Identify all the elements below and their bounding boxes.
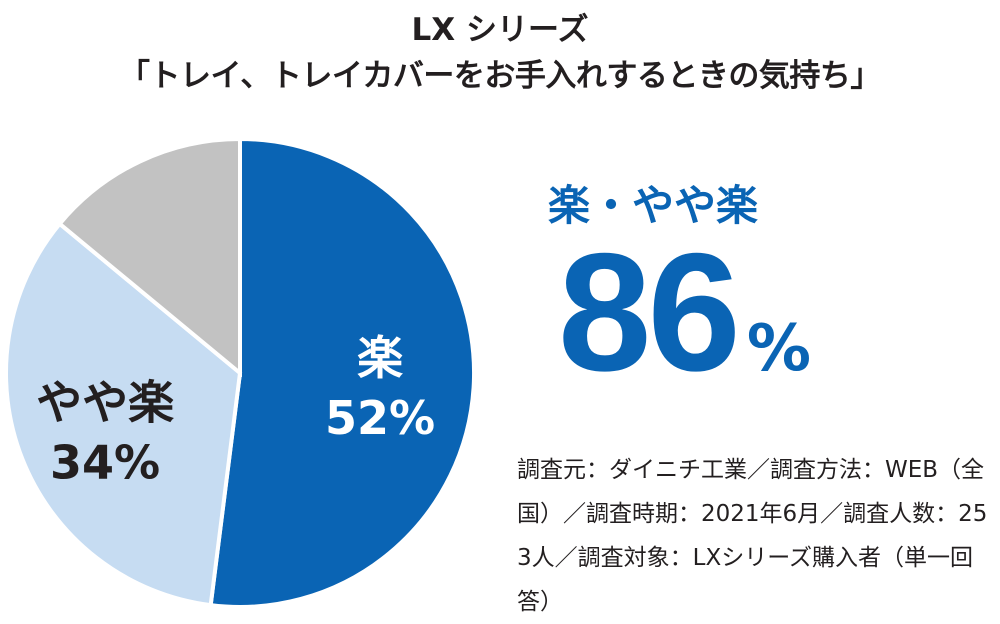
callout-label: 楽・やや楽 xyxy=(548,181,759,230)
callout-unit: % xyxy=(746,312,811,386)
pie-slice xyxy=(56,136,242,378)
callout-number: 86 xyxy=(558,218,741,406)
source-note: 調査元：ダイニチ工業／調査方法：WEB（全国）／調査時期：2021年6月／調査人… xyxy=(517,457,988,615)
callout-value: 86% xyxy=(558,228,811,396)
chart-subtitle: 「トレイ、トレイカバーをお手入れするときの気持ち」 xyxy=(119,58,881,94)
pie-slice xyxy=(208,136,477,609)
chart-title: LX シリーズ xyxy=(411,12,589,48)
slice-category-label: 楽 xyxy=(357,331,403,385)
slice-category-label: やや楽 xyxy=(36,375,174,429)
slice-value-label: 34% xyxy=(50,435,160,489)
pie-chart: 楽 52% やや楽 34% xyxy=(4,136,477,609)
slice-value-label: 52% xyxy=(325,391,435,445)
pie-slice xyxy=(4,221,243,608)
